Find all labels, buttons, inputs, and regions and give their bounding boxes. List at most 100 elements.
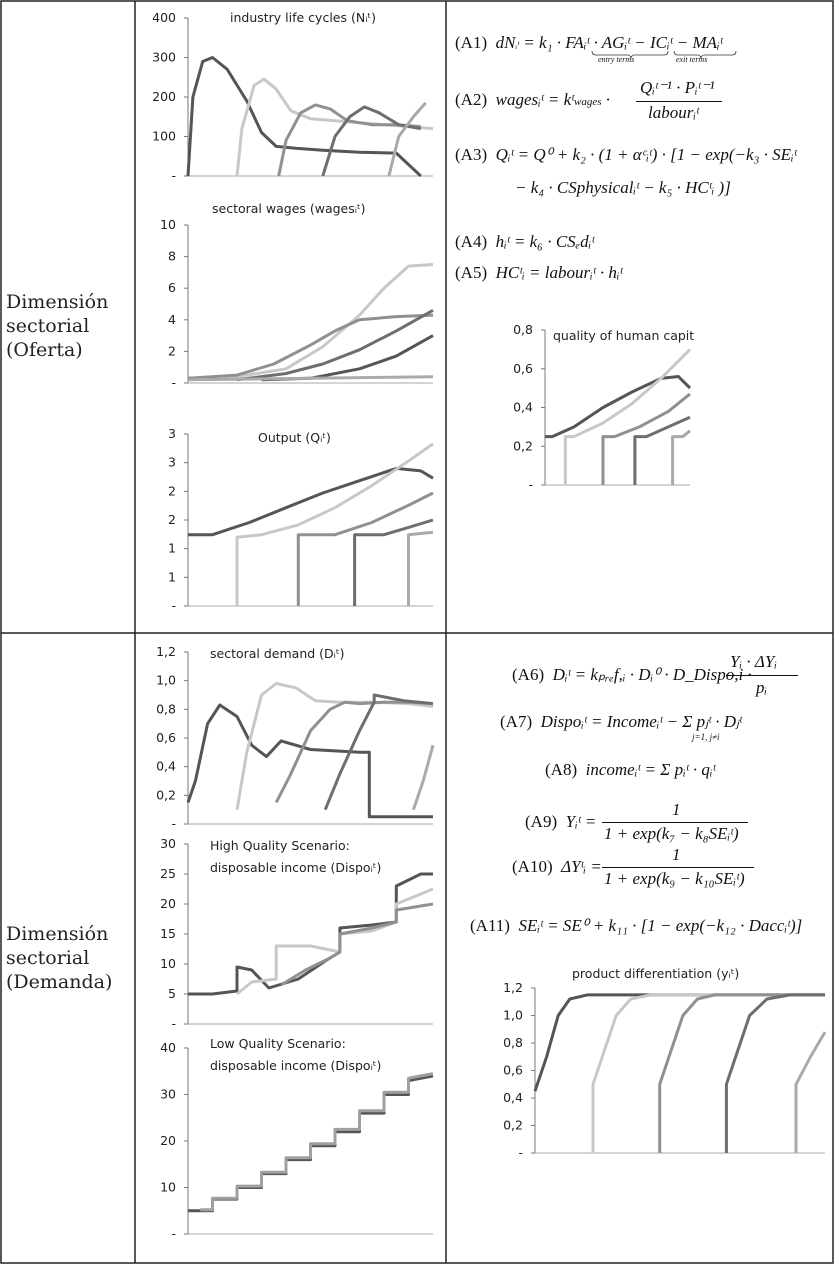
y-tick-label: 0,6: [156, 730, 176, 745]
row-label-line: (Demanda): [6, 971, 113, 993]
y-tick-label: 1: [168, 569, 176, 584]
series-line-2: [235, 442, 434, 606]
eq-body: hᵢᵗ = k₆ · CSₑdᵢᵗ: [495, 232, 595, 251]
series-line-2: [200, 1072, 434, 1212]
y-tick-label: 25: [160, 866, 176, 881]
row-label-line: Dimensión: [6, 291, 109, 313]
chart-human-capital: 0,8 0,6 0,4 0,2 - quality of human capital (h…: [513, 322, 695, 492]
y-tick-label: 0,8: [513, 322, 533, 337]
equation-a8: (A8) incomeᵢᵗ = Σ pᵢᵗ · qᵢᵗ: [545, 760, 715, 780]
underbrace: [591, 50, 737, 58]
y-tick-label: 0,6: [503, 1063, 523, 1078]
y-tick-label: 20: [160, 896, 176, 911]
series-line-1: [188, 466, 434, 537]
eq-a10-numerator: 1: [672, 845, 681, 864]
eq-id: (A9): [525, 812, 558, 831]
chart-title: sectoral wages (wagesᵢᵗ): [212, 201, 366, 216]
y-tick-label: 3: [168, 455, 176, 470]
chart-subtitle: disposable income (Dispoᵢᵗ): [210, 860, 381, 875]
eq-a2-numerator: Qᵢᵗ⁻¹ · Pᵢᵗ⁻¹: [640, 78, 715, 97]
series-line-3: [274, 700, 434, 804]
y-tick-label: 400: [152, 10, 176, 25]
y-tick-label: 0,4: [513, 400, 533, 415]
y-tick-label: 100: [152, 129, 176, 144]
series-line-4: [353, 518, 434, 606]
eq-id: (A10): [512, 857, 553, 876]
chart-output: 3 3 2 2 1 1 - Output (Qᵢᵗ): [168, 426, 434, 610]
equation-a1: (A1) dNᵢᵗ = k₁ · FAᵢᵗ · AGᵢᵗ − ICᵢᵗ − MA…: [455, 33, 723, 52]
equation-a3: (A3) Qᵢᵗ = Q⁰ + k₂ · (1 + αᶜᵢᵗ) · [1 − e…: [455, 145, 797, 165]
y-tick-label: 0,2: [156, 787, 176, 802]
series-line-3: [658, 993, 825, 1153]
series-line-5: [794, 1031, 827, 1153]
series-line-2: [591, 993, 825, 1153]
eq-id: (A5): [455, 263, 488, 282]
y-tick-label: 1,2: [156, 644, 176, 659]
y-tick-label: 10: [160, 1180, 176, 1195]
eq-body: incomeᵢᵗ = Σ pᵢᵗ · qᵢᵗ: [585, 760, 716, 779]
series-line-5: [411, 744, 435, 811]
y-tick-label: 0,4: [156, 759, 176, 774]
equation-a10: (A10) ΔYᵗᵢ =: [512, 857, 602, 877]
equation-a5: (A5) HCᵗᵢ = labourᵢᵗ · hᵢᵗ: [455, 263, 622, 283]
y-tick-label: -: [171, 1226, 176, 1239]
entry-terms-label: entry terms: [598, 55, 635, 64]
equation-a9: (A9) Yᵢᵗ =: [525, 812, 596, 832]
exit-terms-label: exit terms: [676, 55, 708, 64]
y-tick-label: 30: [160, 1087, 176, 1102]
series-line-3: [236, 308, 434, 382]
y-tick-label: -: [171, 375, 176, 390]
y-tick-label: 5: [168, 986, 176, 1001]
row-label-supply: Dimensión sectorial (Oferta): [6, 290, 108, 362]
eq-lhs: wagesᵢᵗ = kᵗ: [495, 90, 575, 109]
series-line-5: [187, 375, 434, 382]
series-line-5: [407, 530, 434, 606]
eq-id: (A6): [512, 665, 545, 684]
y-tick-label: 0,6: [513, 361, 533, 376]
y-tick-label: 2: [168, 512, 176, 527]
y-tick-label: 8: [168, 249, 176, 264]
series-line-4: [633, 415, 691, 485]
series-line-5: [387, 101, 427, 177]
y-tick-label: 200: [152, 89, 176, 104]
eq-id: (A7): [500, 712, 533, 731]
y-tick-label: -: [518, 1145, 523, 1160]
series-line-4: [724, 993, 825, 1153]
chart-low-quality-income: 40 30 20 10 - Low Quality Scenario: disposable…: [160, 1036, 434, 1239]
y-tick-label: 2: [168, 343, 176, 358]
chart-high-quality-income: 30 25 20 15 10 5 - High Quality Scenario: dispos…: [160, 836, 434, 1031]
eq-a9-numerator: 1: [672, 800, 681, 819]
eq-a9-denominator: 1 + exp(k₇ − k₈SEᵢᵗ): [604, 824, 739, 843]
chart-industry-life-cycles: 400 300 200 100 - industry life cycles (Nᵢᵗ): [152, 10, 434, 180]
series-line-3: [296, 491, 434, 606]
y-tick-label: 1,2: [503, 980, 523, 995]
fraction-bar: [602, 822, 748, 823]
chart-title: High Quality Scenario:: [210, 838, 350, 853]
chart-title: product differentiation (yᵢᵗ): [572, 966, 739, 981]
y-tick-label: 30: [160, 836, 176, 851]
y-tick-label: -: [528, 477, 533, 492]
eq-a6-denominator: pᵢ: [756, 678, 768, 697]
eq-id: (A2): [455, 90, 488, 109]
eq-a6-numerator: Yᵢ · ΔYᵢ: [730, 652, 778, 671]
series-line-3: [280, 902, 434, 987]
eq-body: SEᵢᵗ = SE⁰ + k₁₁ · [1 − exp(−k₁₂ · Daccᵢ…: [518, 916, 803, 935]
y-tick-label: 20: [160, 1133, 176, 1148]
y-tick-label: 0,4: [503, 1090, 523, 1105]
eq-body: HCᵗᵢ = labourᵢᵗ · hᵢᵗ: [495, 263, 623, 282]
chart-title: Low Quality Scenario:: [210, 1036, 346, 1051]
eq-id: (A3): [455, 145, 488, 164]
eq-lhs: Yᵢᵗ =: [565, 812, 597, 831]
row-label-line: (Oferta): [6, 339, 83, 361]
y-tick-label: 0,8: [156, 701, 176, 716]
y-tick-label: 10: [160, 956, 176, 971]
eq-line: Qᵢᵗ = Q⁰ + k₂ · (1 + αᶜᵢᵗ) · [1 − exp(−k…: [495, 145, 797, 164]
eq-lhs: ΔYᵗᵢ =: [561, 857, 602, 876]
equation-a11: (A11) SEᵢᵗ = SE⁰ + k₁₁ · [1 − exp(−k₁₂ ·…: [470, 916, 802, 936]
eq-rhs: = k₁ · FAᵢᵗ · AGᵢᵗ − ICᵢᵗ − MAᵢᵗ: [523, 33, 723, 52]
fraction-bar: [636, 101, 722, 102]
fraction-bar: [602, 867, 754, 868]
series-line-3: [601, 392, 691, 485]
chart-title: Output (Qᵢᵗ): [258, 430, 331, 445]
